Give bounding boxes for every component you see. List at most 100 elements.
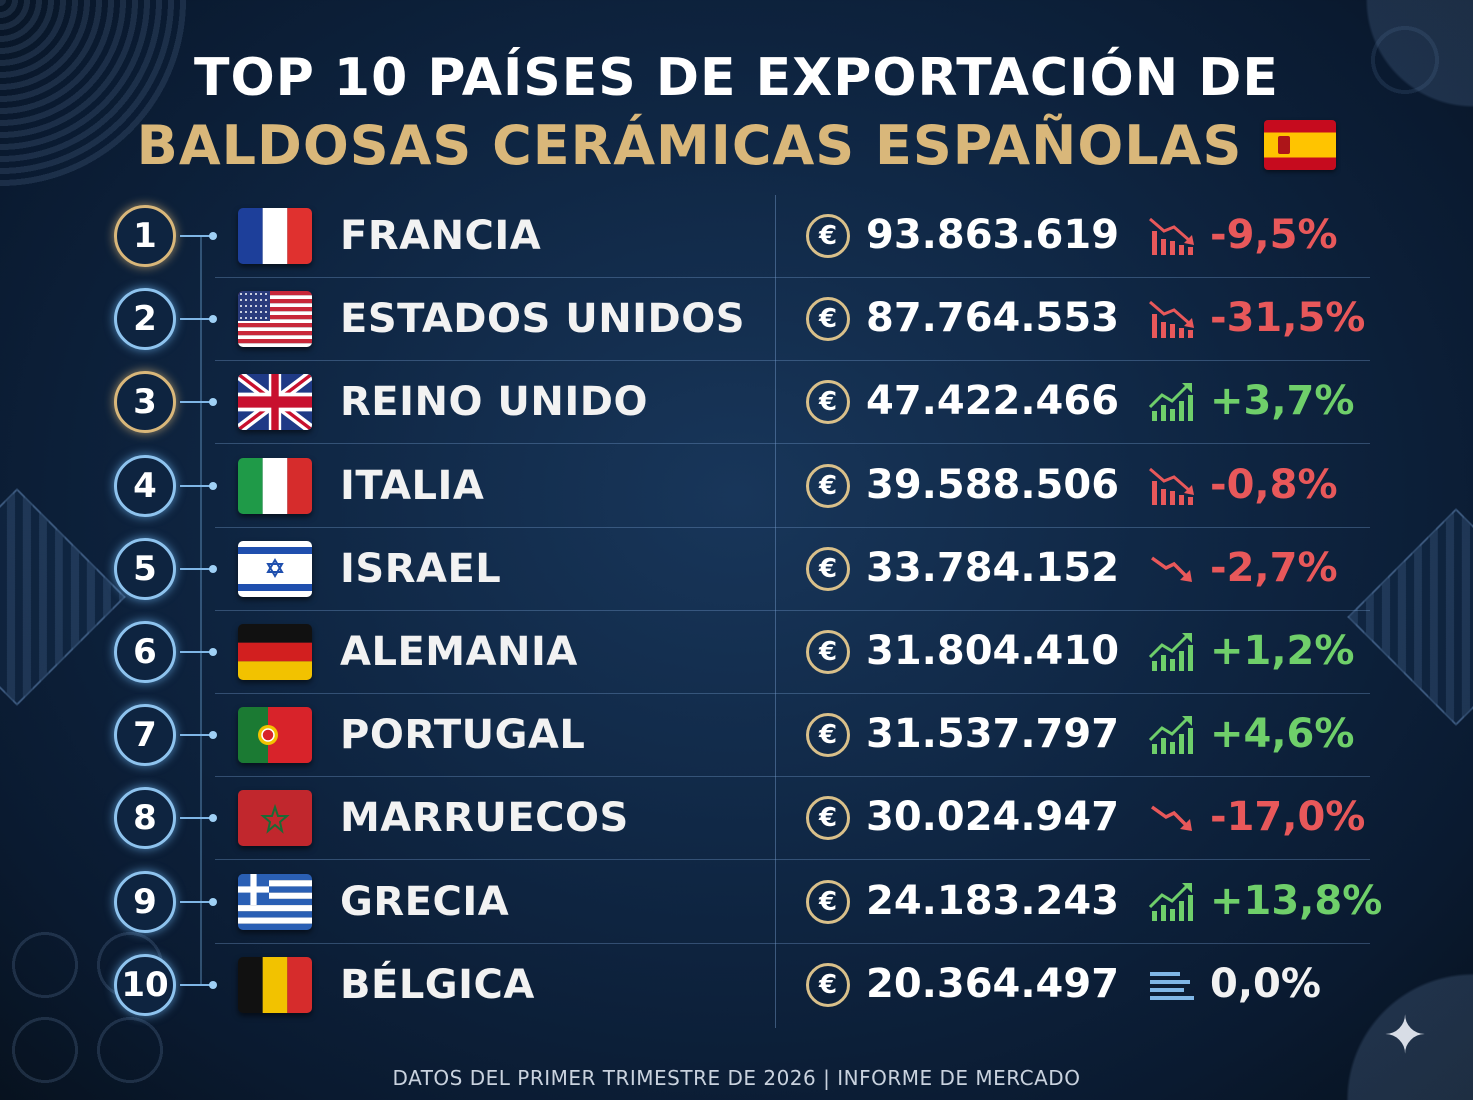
rank-badge: 4 — [114, 454, 176, 517]
change-percent: -0,8% — [1210, 461, 1338, 508]
euro-icon: € — [806, 214, 850, 258]
export-value: 93.863.619 — [866, 212, 1120, 258]
rank-badge: 2 — [114, 288, 176, 351]
table-row: 6 ALEMANIA €31.804.410 +1,2% — [100, 611, 1370, 694]
change-percent: 0,0% — [1210, 960, 1321, 1007]
country-name: ISRAEL — [340, 545, 502, 592]
rank-badge: 1 — [114, 205, 176, 267]
italy-flag-icon — [238, 457, 312, 514]
column-divider — [775, 195, 776, 1028]
connector-line — [180, 398, 217, 407]
row-separator — [215, 859, 1370, 861]
portugal-flag-icon — [238, 707, 312, 764]
trend-up-icon — [1148, 714, 1196, 756]
arrow-down-icon — [1148, 797, 1196, 839]
table-row: 5 ISRAEL €33.784.152 -2,7% — [100, 528, 1370, 611]
export-value: 20.364.497 — [866, 960, 1120, 1007]
change-percent: +1,2% — [1210, 628, 1355, 674]
trend-up-icon — [1148, 381, 1196, 423]
france-flag-icon — [238, 208, 312, 264]
export-value: 39.588.506 — [866, 461, 1120, 508]
country-name: GRECIA — [340, 878, 510, 925]
country-name: PORTUGAL — [340, 712, 586, 759]
timeline-spine — [200, 235, 202, 985]
country-name: REINO UNIDO — [340, 379, 648, 426]
country-name: BÉLGICA — [340, 961, 535, 1008]
euro-icon: € — [806, 879, 850, 924]
export-value: 87.764.553 — [866, 295, 1120, 342]
connector-line — [180, 897, 217, 906]
change-percent: -17,0% — [1210, 794, 1366, 841]
title-line-1: TOP 10 PAÍSES DE EXPORTACIÓN DE — [194, 48, 1279, 108]
footer-source: DATOS DEL PRIMER TRIMESTRE DE 2026 | INF… — [392, 1066, 1081, 1090]
title-line-2-text: BALDOSAS CERÁMICAS ESPAÑOLAS — [136, 113, 1243, 177]
trend-down-icon — [1148, 465, 1196, 507]
change-percent: -31,5% — [1210, 295, 1366, 342]
rank-badge: 8 — [114, 787, 176, 850]
rank-badge: 5 — [114, 537, 176, 600]
table-row: 1 FRANCIA €93.863.619 -9,5% — [100, 195, 1370, 278]
euro-icon: € — [806, 380, 850, 425]
change-percent: +4,6% — [1210, 711, 1355, 758]
euro-icon: € — [806, 962, 850, 1007]
export-value: 33.784.152 — [866, 544, 1120, 591]
change-percent: -2,7% — [1210, 544, 1338, 591]
connector-line — [180, 564, 217, 573]
trend-down-icon — [1148, 298, 1196, 340]
arrow-down-icon — [1148, 548, 1196, 590]
connector-line — [180, 481, 217, 490]
uk-flag-icon — [238, 374, 312, 431]
export-value: 24.183.243 — [866, 877, 1120, 924]
country-name: ALEMANIA — [340, 629, 578, 675]
trend-up-icon — [1148, 631, 1196, 673]
connector-line — [180, 980, 217, 989]
change-percent: +13,8% — [1210, 877, 1383, 924]
connector-line — [180, 315, 217, 324]
euro-icon: € — [806, 796, 850, 841]
israel-flag-icon — [238, 540, 312, 597]
greece-flag-icon — [238, 873, 312, 930]
rank-badge: 9 — [114, 870, 176, 933]
connector-line — [180, 648, 217, 656]
euro-icon: € — [806, 463, 850, 508]
table-row: 8 MARRUECOS €30.024.947 -17,0% — [100, 777, 1370, 861]
row-separator — [215, 693, 1370, 694]
rank-badge: 3 — [114, 371, 176, 434]
table-row: 2 ESTADOS UNIDOS €87.764.553 -31,5% — [100, 278, 1370, 362]
ranking-table: 1 FRANCIA €93.863.619 -9,5% 2 ESTADOS UNIDOS €… — [100, 195, 1382, 1028]
belgium-flag-icon — [238, 956, 312, 1013]
export-value: 47.422.466 — [866, 378, 1120, 425]
export-value: 31.804.410 — [866, 628, 1120, 674]
rank-badge: 10 — [114, 953, 176, 1016]
trend-flat-icon — [1148, 964, 1196, 1006]
country-name: FRANCIA — [340, 213, 542, 259]
row-separator — [215, 277, 1370, 278]
change-percent: -9,5% — [1210, 212, 1338, 258]
table-row: 3 REINO UNIDO €47.422.466 +3,7% — [100, 361, 1370, 445]
row-separator — [215, 360, 1370, 362]
connector-line — [180, 232, 217, 240]
row-separator — [215, 443, 1370, 445]
connector-line — [180, 814, 217, 823]
rank-badge: 6 — [114, 621, 176, 683]
table-row: 10 BÉLGICA €20.364.497 0,0% — [100, 944, 1370, 1027]
export-value: 31.537.797 — [866, 711, 1120, 758]
country-name: MARRUECOS — [340, 795, 629, 842]
morocco-flag-icon — [238, 790, 312, 847]
table-row: 7 PORTUGAL €31.537.797 +4,6% — [100, 694, 1370, 778]
euro-icon: € — [806, 630, 850, 674]
sparkle-icon: ✦ — [1383, 1006, 1427, 1066]
trend-down-icon — [1148, 215, 1196, 257]
row-separator — [215, 609, 1370, 611]
country-name: ESTADOS UNIDOS — [340, 296, 746, 343]
row-separator — [215, 776, 1370, 778]
country-name: ITALIA — [340, 462, 485, 509]
connector-line — [180, 731, 217, 740]
usa-flag-icon — [238, 291, 312, 348]
row-separator — [215, 942, 1370, 944]
trend-up-icon — [1148, 881, 1196, 923]
spain-flag-icon — [1264, 120, 1337, 171]
rank-badge: 7 — [114, 704, 176, 767]
euro-icon: € — [806, 546, 850, 591]
title-line-2: BALDOSAS CERÁMICAS ESPAÑOLAS — [0, 110, 1473, 177]
